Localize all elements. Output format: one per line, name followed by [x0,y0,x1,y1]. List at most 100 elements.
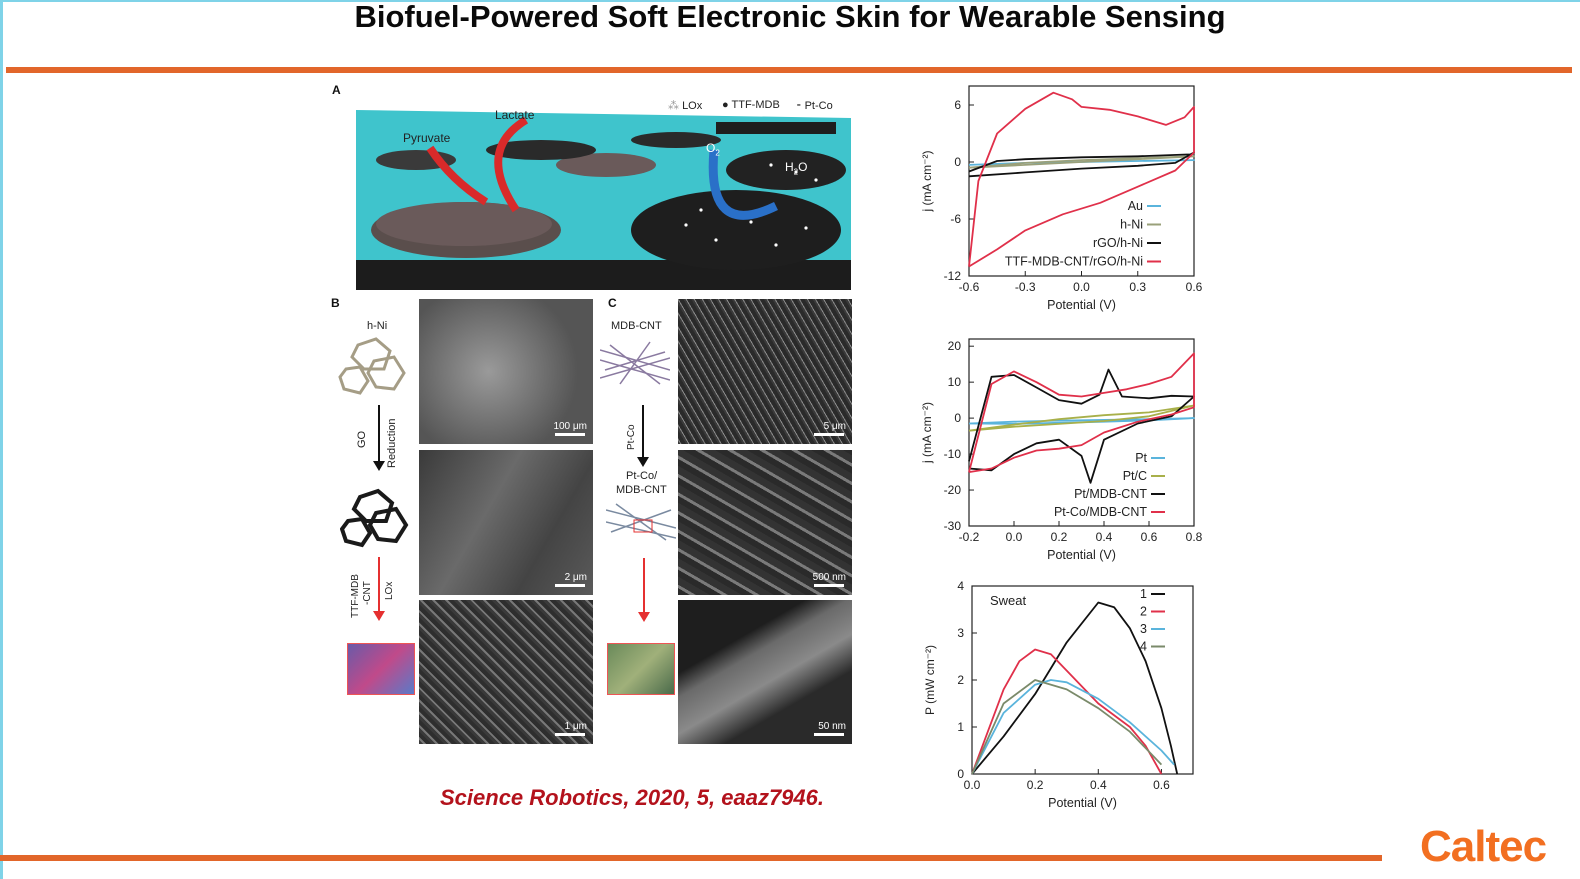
step-arrow-b1 [373,405,385,471]
legend-label: rGO/h-Ni [1093,236,1143,250]
dot-icon: ● [722,99,732,111]
oxygen-arrow [708,149,778,220]
series-line-2 [971,648,1163,775]
legend-ttf-mdb: ● TTF-MDB [722,99,780,111]
legend-pt-co: ⁃ Pt-Co [796,100,833,112]
step-arrow-b2 [373,557,385,621]
x-tick-label: 0.4 [1090,778,1107,792]
frame-left-border [0,0,3,879]
y-tick-label: 20 [948,339,962,353]
y-axis-label: j (mA cm⁻²) [920,151,934,213]
pt-co-mdb-label-1: Pt-Co/ [626,470,658,482]
ttf-mdb-step-label: TTF-MDB [350,574,361,618]
panel-label-c: C [608,296,617,310]
legend-label: h-Ni [1120,218,1143,232]
series-line-pt-co-mdb-cnt [968,352,1195,473]
chart-title: Sweat [990,593,1027,608]
footer-divider [0,855,1382,861]
anode-composite-thumbnail [347,643,415,695]
y-tick-label: 3 [957,626,964,640]
rgo-structure-icon [340,488,409,548]
sem-image-pt-co-fibers: 500 nm [678,450,852,595]
cnt-step-label: -CNT [362,581,373,605]
scale-bar [814,584,844,587]
legend-label: 2 [1140,605,1147,619]
x-axis-label: Potential (V) [1048,796,1117,810]
series-line-4 [971,679,1163,775]
y-tick-label: -12 [944,269,962,283]
plot-frame [968,85,1195,277]
legend-label: Au [1128,199,1143,213]
scale-bar [555,584,585,587]
h-ni-label: h-Ni [367,320,388,332]
oxygen-label: O2 [706,141,720,158]
x-axis-label: Potential (V) [1047,298,1116,312]
x-tick-label: 0.6 [1186,280,1203,294]
x-tick-label: 0.2 [1027,778,1044,792]
series-line-3 [971,679,1175,775]
y-tick-label: 0 [957,767,964,781]
series-line-1 [971,601,1179,775]
biofuel-schematic [356,110,851,290]
x-tick-label: -0.6 [959,280,980,294]
x-tick-label: 0.3 [1129,280,1146,294]
cathode-disk [631,190,841,270]
legend-lox: ⁂ LOx [668,100,703,112]
lox-step-label: LOx [384,581,395,600]
y-tick-label: 0 [954,155,961,169]
legend-label: TTF-MDB-CNT/rGO/h-Ni [1005,255,1143,269]
y-tick-label: 6 [954,98,961,112]
x-axis-label: Potential (V) [1047,548,1116,562]
lactate-label: Lactate [495,108,535,122]
sem-image-mdb-cnt: 5 μm [678,299,852,444]
scale-bar [555,433,585,436]
legend-label: 4 [1140,640,1147,654]
series-line-ttf-mdb-cnt-rgo-h-ni [968,91,1195,268]
title-divider [6,67,1572,73]
series-line-h-ni [968,155,1195,169]
power-density-chart: 0.0 0.2 0.4 0.6 4 3 2 1 0 Potential (V) P (mW cm⁻²… [923,579,1194,810]
y-tick-label: 0 [954,411,961,425]
sem-image-h-ni: 100 μm [419,299,593,444]
scale-label: 2 μm [564,572,587,583]
scale-label: 1 μm [564,721,587,732]
x-tick-label: -0.2 [959,530,980,544]
legend-label: Pt [1135,451,1147,465]
y-tick-label: -6 [950,212,961,226]
y-axis-label: j (mA cm⁻²) [920,402,934,464]
particle-icon: ⁃ [796,100,805,112]
mdb-cnt-label: MDB-CNT [611,320,662,332]
pyruvate-arrow [426,145,489,206]
citation: Science Robotics, 2020, 5, eaaz7946. [440,785,825,810]
cv-anode-chart: -0.6 -0.3 0.0 0.3 0.6 6 0 -6 -12 Potential (V) j (… [920,85,1203,312]
legend-label: Pt/C [1123,469,1147,483]
panel-label-a: A [332,83,341,97]
y-tick-label: 1 [957,720,964,734]
plot-frame [968,338,1195,527]
cathode-composite-thumbnail [607,643,675,695]
legend-label: Pt-Co/MDB-CNT [1054,505,1147,519]
legend-label: 3 [1140,622,1147,636]
pyruvate-label: Pyruvate [403,131,451,145]
x-tick-label: 0.4 [1096,530,1113,544]
legend-label: Pt/MDB-CNT [1074,487,1147,501]
caltech-logo: Caltec [1420,822,1547,871]
scale-bar [814,433,844,436]
y-tick-label: 2 [957,673,964,687]
x-tick-label: 0.0 [1006,530,1023,544]
cv-cathode-chart: -0.2 0.0 0.2 0.4 0.6 0.8 20 10 0 -10 -20 -30 Potenti… [920,338,1203,562]
y-tick-label: 4 [957,579,964,593]
step-arrow-c2 [638,558,650,622]
step-arrow-c1 [637,405,649,467]
scale-label: 5 μm [823,421,846,432]
scale-label: 50 nm [818,721,846,732]
sem-image-pt-co-particles: 50 nm [678,600,852,744]
x-tick-label: 0.6 [1141,530,1158,544]
y-tick-label: -30 [944,519,962,533]
lox-icon: ⁂ [668,100,683,112]
frame-top-border [0,0,1580,2]
y-axis-label: P (mW cm⁻²) [923,645,937,715]
pt-co-mesh-icon [606,503,676,541]
x-tick-label: 0.0 [1073,280,1090,294]
scale-label: 500 nm [812,572,846,583]
